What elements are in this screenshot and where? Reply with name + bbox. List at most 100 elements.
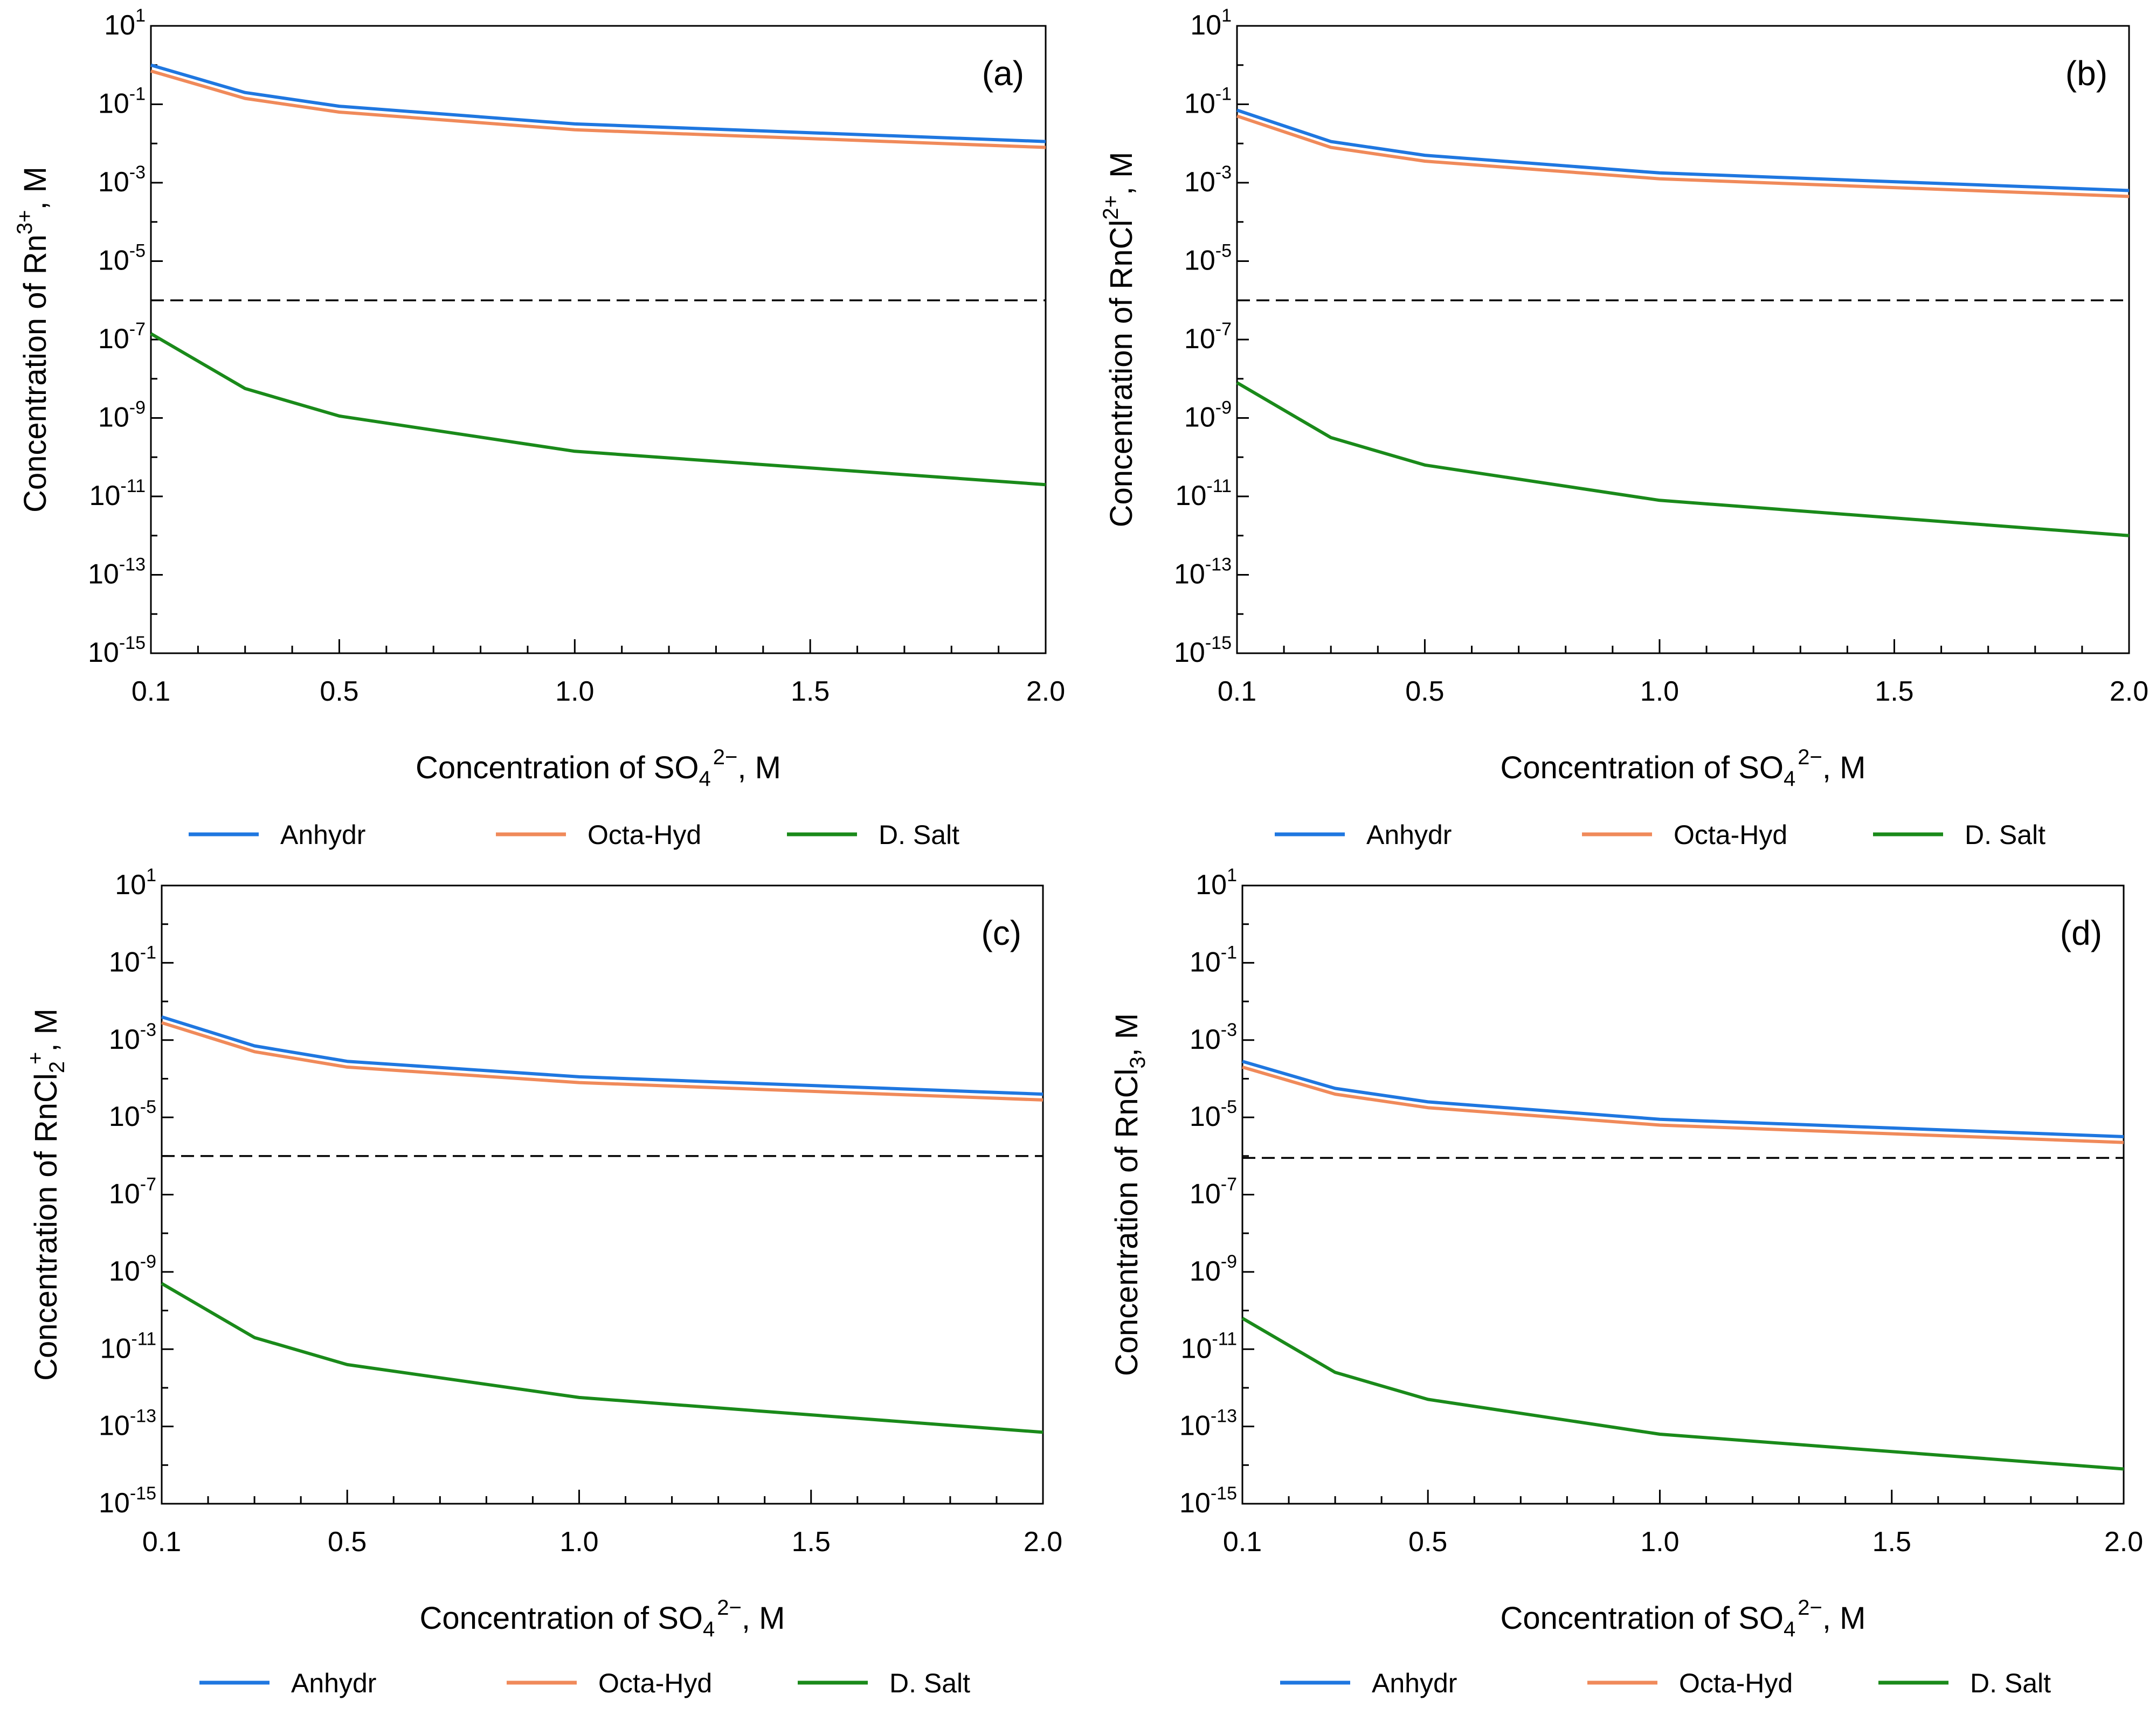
y-tick-label: 10-1 [1190, 942, 1237, 978]
y-axis-label-unit: , M [18, 167, 53, 210]
y-axis-label-superscript: 3+ [13, 210, 37, 235]
x-tick-label: 0.5 [1408, 1526, 1447, 1558]
y-tick-label: 10-15 [1179, 1483, 1237, 1519]
y-axis-label-text: Concentration of RnCl [1104, 220, 1139, 528]
y-tick-label: 101 [104, 5, 146, 41]
y-tick-exponent: -1 [1215, 84, 1232, 105]
y-tick-label: 10-9 [98, 398, 146, 433]
y-tick-base: 10 [1179, 1410, 1211, 1442]
y-tick-base: 10 [88, 637, 119, 668]
legend-b: Anhydr Octa-Hyd D. Salt [1275, 820, 2046, 850]
y-axis-label-unit: , M [1104, 152, 1139, 196]
y-tick-exponent: -7 [140, 1174, 156, 1195]
y-tick-label: 10-1 [98, 84, 146, 120]
y-axis-label: Concentration of RnCl2+, M [24, 1008, 69, 1381]
y-tick-base: 10 [1190, 10, 1221, 41]
series-line-d-salt [150, 332, 1046, 487]
legend-label: Octa-Hyd [588, 820, 701, 850]
x-axis-label-unit: , M [742, 1601, 785, 1636]
y-tick-base: 10 [1184, 323, 1215, 355]
y-tick-exponent: -1 [1221, 942, 1237, 963]
y-tick-base: 10 [109, 1256, 140, 1287]
x-axis-label-superscript: 2− [717, 1596, 742, 1620]
y-tick-base: 10 [99, 1488, 130, 1519]
plot-frame-d [1241, 884, 2125, 1505]
y-tick-label: 10-5 [1184, 241, 1232, 276]
y-tick-base: 10 [98, 402, 129, 433]
x-tick-label: 0.5 [328, 1526, 367, 1558]
y-tick-label: 10-7 [1184, 319, 1232, 355]
legend-label: D. Salt [1970, 1668, 2051, 1698]
y-tick-exponent: -9 [140, 1251, 156, 1272]
x-axis-label-subscript: 4 [699, 767, 711, 791]
y-tick-exponent: 1 [135, 5, 146, 26]
y-axis-label-text: Concentration of Rn [18, 234, 53, 513]
y-tick-base: 10 [98, 167, 129, 198]
panel-b: 0.1 0.5 1.0 1.5 2.010110-110-310-510-710-910… [1099, 5, 2148, 850]
y-tick-base: 10 [1190, 1101, 1221, 1132]
y-axis-label-text: Concentration of RnCl [1109, 1069, 1144, 1377]
x-axis-label-unit: , M [1822, 1601, 1866, 1636]
y-tick-label: 10-13 [1174, 555, 1232, 590]
x-tick-label: 1.0 [1640, 1526, 1679, 1558]
y-tick-base: 10 [1184, 402, 1215, 433]
x-axis-label-subscript: 4 [1784, 1617, 1795, 1641]
y-tick-exponent: -15 [119, 633, 146, 653]
x-tick-label: 0.1 [142, 1526, 181, 1558]
y-tick-base: 10 [1176, 480, 1207, 511]
panel-tag-a: (a) [982, 54, 1024, 93]
y-tick-label: 10-3 [109, 1020, 156, 1055]
panel-a: 0.1 0.5 1.0 1.5 2.010110-110-310-510-710-910… [13, 5, 1065, 850]
x-axis-label: Concentration of SO42−, M [420, 1596, 785, 1641]
y-axis-label-subscript: 2 [45, 1061, 69, 1073]
y-tick-exponent: 1 [146, 865, 156, 886]
y-tick-label: 10-13 [88, 555, 146, 590]
x-tick-label: 2.0 [1026, 676, 1065, 707]
y-tick-label: 10-7 [1190, 1174, 1237, 1210]
panel-tag-c: (c) [981, 914, 1021, 952]
y-tick-exponent: -13 [119, 555, 146, 575]
y-tick-base: 10 [1179, 1488, 1211, 1519]
y-tick-label: 10-1 [1184, 84, 1232, 120]
y-tick-label: 101 [115, 865, 156, 901]
y-tick-label: 10-9 [109, 1251, 156, 1287]
series-line-d-salt [1236, 381, 2130, 537]
y-axis-label-subscript: 3 [1126, 1056, 1150, 1068]
x-axis-label-superscript: 2− [713, 745, 738, 769]
panel-c: 0.1 0.5 1.0 1.5 2.010110-110-310-510-710-910… [24, 865, 1062, 1698]
y-tick-label: 10-3 [98, 162, 146, 198]
y-tick-base: 10 [109, 946, 140, 978]
y-tick-label: 10-11 [1176, 476, 1232, 511]
x-tick-label: 1.5 [1875, 676, 1913, 707]
y-tick-label: 10-15 [88, 633, 146, 668]
x-tick-label: 1.5 [792, 1526, 831, 1558]
y-tick-exponent: -7 [1221, 1174, 1237, 1195]
series-line-d-salt [1241, 1317, 2124, 1471]
x-tick-label: 2.0 [1024, 1526, 1062, 1558]
legend-label: Octa-Hyd [1674, 820, 1787, 850]
y-tick-base: 10 [98, 323, 129, 355]
y-tick-label: 10-15 [99, 1483, 156, 1519]
panel-tag-b: (b) [2065, 54, 2107, 93]
legend-label: D. Salt [889, 1668, 970, 1698]
y-tick-label: 10-5 [98, 241, 146, 276]
series-line-octa-hyd [1236, 114, 2130, 198]
y-tick-exponent: 1 [1221, 5, 1232, 26]
x-axis-label-text: Concentration of SO [416, 750, 699, 785]
y-tick-exponent: -9 [1221, 1251, 1237, 1272]
y-tick-label: 10-1 [109, 942, 156, 978]
series-line-anhydr [1236, 108, 2130, 192]
legend-label: D. Salt [1965, 820, 2046, 850]
x-tick-label: 0.5 [1405, 676, 1444, 707]
y-tick-label: 10-13 [99, 1406, 156, 1442]
y-tick-base: 10 [109, 1179, 140, 1210]
series-line-octa-hyd [150, 69, 1046, 149]
series-line-anhydr [1242, 1060, 2124, 1138]
y-tick-exponent: -13 [1211, 1406, 1237, 1427]
legend-label: Anhydr [1372, 1668, 1457, 1698]
y-tick-exponent: -3 [1221, 1020, 1237, 1040]
y-tick-label: 10-9 [1184, 398, 1232, 433]
plot-frame-b [1236, 25, 2130, 654]
panel-d: 0.1 0.5 1.0 1.5 2.010110-110-310-510-710-910… [1109, 865, 2143, 1698]
y-tick-label: 10-11 [100, 1329, 156, 1364]
